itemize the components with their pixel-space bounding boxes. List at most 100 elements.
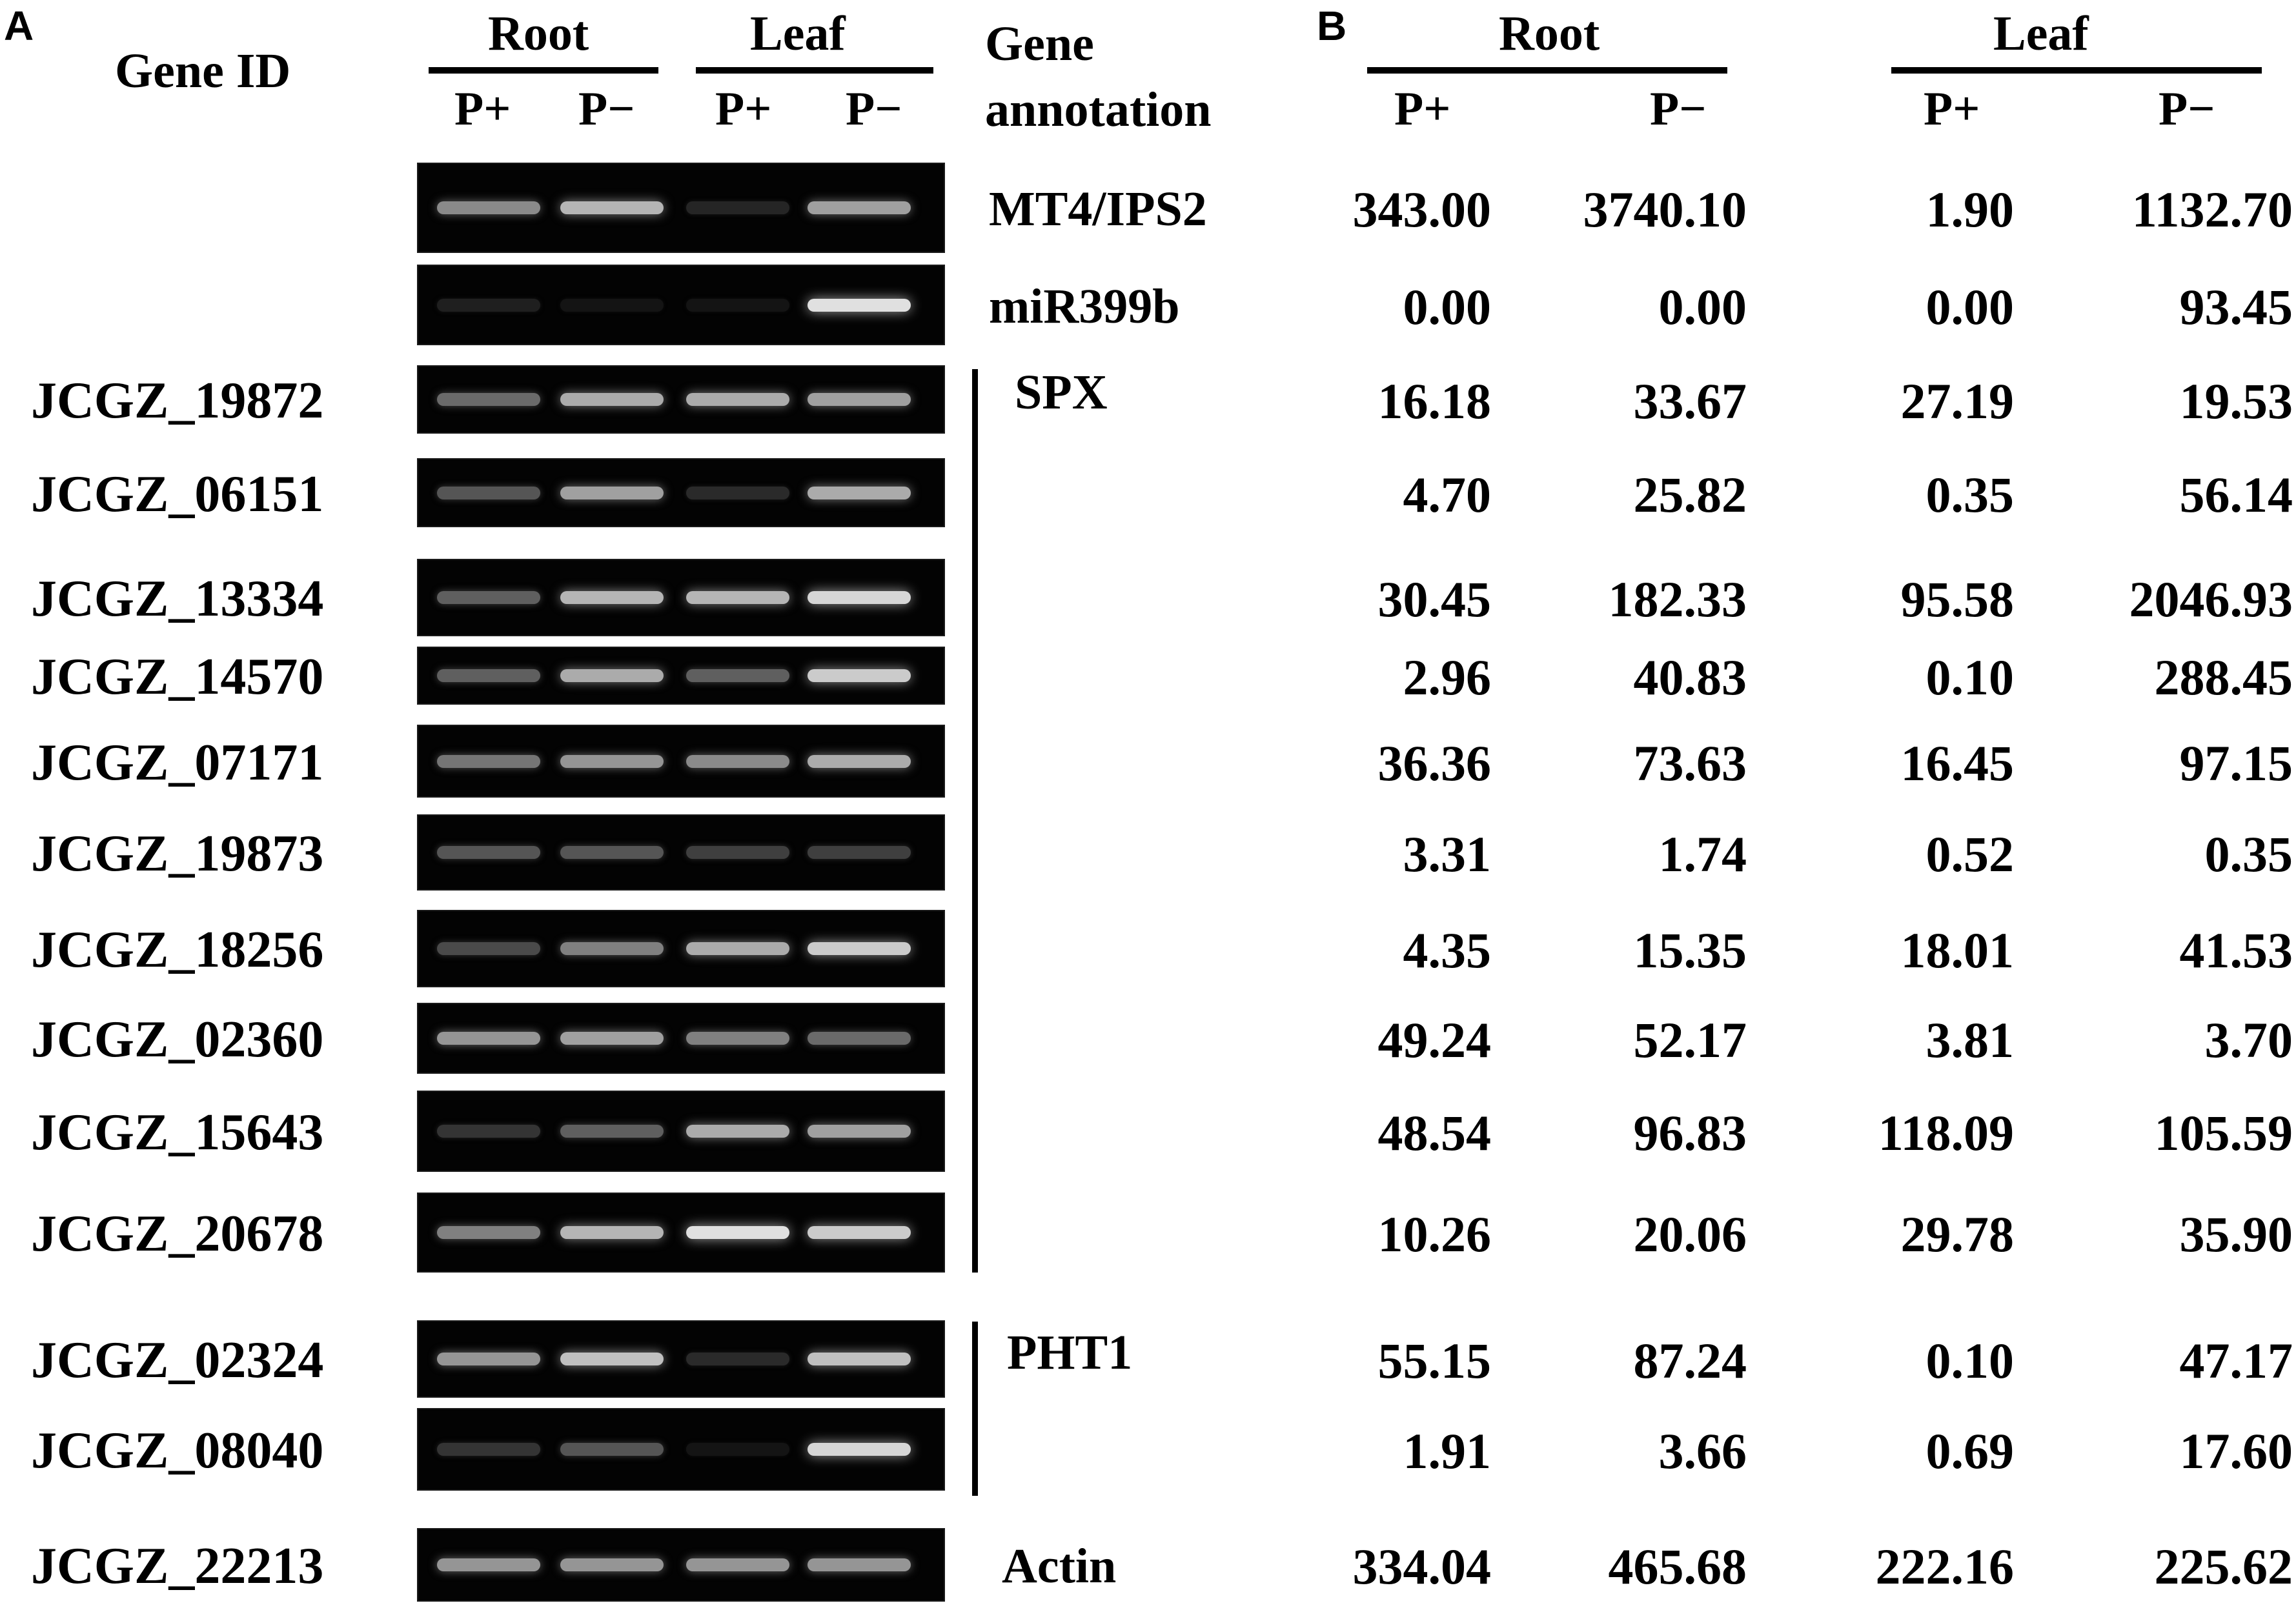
gel-band — [808, 669, 911, 682]
gel-band — [560, 486, 664, 499]
gene-id-header: Gene ID — [115, 44, 291, 98]
panel-b-letter: B — [1317, 3, 1347, 49]
panel-b-leaf-header: Leaf — [1993, 6, 2089, 61]
gel-image-strip — [417, 365, 945, 434]
expression-value: 55.15 — [1377, 1333, 1492, 1389]
gel-band — [560, 298, 664, 312]
expression-value: 40.83 — [1633, 649, 1747, 705]
panel-a-leaf-rule — [696, 67, 933, 74]
expression-value: 15.35 — [1633, 922, 1747, 978]
gel-band — [686, 1125, 789, 1138]
gel-band — [808, 298, 911, 312]
expression-value: 16.18 — [1377, 373, 1492, 429]
gel-band — [808, 754, 911, 768]
expression-value: 3.81 — [1925, 1012, 2015, 1068]
gel-band — [560, 942, 664, 955]
expression-value: 18.01 — [1900, 922, 2015, 978]
gene-id-label: JCGZ_19873 — [31, 825, 324, 882]
gel-band — [808, 486, 911, 499]
gel-image-strip — [417, 814, 945, 891]
gel-band — [686, 298, 789, 312]
gene-annotation-label: Actin — [1002, 1539, 1117, 1593]
gene-annotation-label: MT4/IPS2 — [989, 182, 1207, 236]
expression-value: 3.31 — [1403, 826, 1492, 882]
expression-value: 96.83 — [1633, 1105, 1747, 1161]
expression-value: 0.52 — [1925, 826, 2015, 882]
gel-image-strip — [417, 559, 945, 636]
gel-band — [808, 846, 911, 859]
gel-image-strip — [417, 1193, 945, 1273]
gel-band — [808, 942, 911, 955]
expression-value: 36.36 — [1377, 734, 1492, 791]
gel-band — [560, 846, 664, 859]
expression-value: 0.00 — [1925, 278, 2015, 335]
gene-id-label: JCGZ_15643 — [31, 1104, 324, 1161]
expression-value: 343.00 — [1352, 181, 1492, 237]
expression-value: 17.60 — [2179, 1423, 2293, 1479]
expression-value: 288.45 — [2154, 649, 2293, 705]
gene-id-label: JCGZ_08040 — [31, 1422, 324, 1479]
gel-band — [808, 1032, 911, 1045]
gel-image-strip — [417, 647, 945, 705]
gel-band — [437, 298, 540, 312]
expression-value: 222.16 — [1875, 1538, 2015, 1595]
gene-id-label: JCGZ_02324 — [31, 1332, 324, 1389]
expression-value: 49.24 — [1377, 1012, 1492, 1068]
expression-value: 73.63 — [1633, 734, 1747, 791]
expression-value: 25.82 — [1633, 466, 1747, 523]
expression-value: 16.45 — [1900, 734, 2015, 791]
expression-value: 48.54 — [1377, 1105, 1492, 1161]
gel-band — [437, 393, 540, 406]
gel-band — [686, 1032, 789, 1045]
gel-band — [437, 1353, 540, 1365]
gel-image-strip — [417, 1091, 945, 1172]
expression-value: 1.74 — [1658, 826, 1747, 882]
panel-a-letter: A — [4, 3, 34, 49]
gel-band — [437, 942, 540, 955]
expression-value: 1.91 — [1403, 1423, 1492, 1479]
expression-value: 3.66 — [1658, 1423, 1747, 1479]
gel-band — [686, 1353, 789, 1365]
panel-b-leaf-p-minus: P− — [2159, 83, 2215, 136]
expression-value: 41.53 — [2179, 922, 2293, 978]
gene-id-label: JCGZ_02360 — [31, 1011, 324, 1068]
gel-band — [560, 1032, 664, 1045]
panel-b-root-header: Root — [1499, 6, 1600, 61]
expression-value: 29.78 — [1900, 1206, 2015, 1262]
gene-id-label: JCGZ_06151 — [31, 465, 324, 523]
expression-value: 52.17 — [1633, 1012, 1747, 1068]
expression-value: 27.19 — [1900, 373, 2015, 429]
gel-band — [560, 1353, 664, 1365]
gel-band — [560, 1125, 664, 1138]
gene-id-label: JCGZ_22213 — [31, 1538, 324, 1595]
gel-band — [560, 1558, 664, 1571]
spx-group-label: SPX — [1015, 365, 1108, 419]
gel-band — [686, 846, 789, 859]
gel-image-strip — [417, 458, 945, 527]
gel-band — [808, 1353, 911, 1365]
expression-value: 35.90 — [2179, 1206, 2293, 1262]
gel-band — [808, 1443, 911, 1456]
expression-value: 0.35 — [2204, 826, 2293, 882]
expression-value: 3740.10 — [1583, 181, 1747, 237]
gel-image-strip — [417, 725, 945, 798]
expression-value: 0.69 — [1925, 1423, 2015, 1479]
pht1-group-label: PHT1 — [1007, 1325, 1133, 1380]
gel-band — [437, 1558, 540, 1571]
gel-band — [686, 486, 789, 499]
gel-band — [437, 1443, 540, 1456]
gel-band — [437, 591, 540, 604]
gel-band — [437, 669, 540, 682]
spx-group-bracket — [972, 369, 978, 1273]
gel-band — [808, 201, 911, 214]
expression-value: 87.24 — [1633, 1333, 1747, 1389]
gel-band — [437, 486, 540, 499]
annotation-header-line2: annotation — [985, 83, 1212, 137]
panel-a-leaf-header: Leaf — [750, 6, 846, 61]
expression-value: 30.45 — [1377, 571, 1492, 627]
gel-image-strip — [417, 265, 945, 345]
gene-id-label: JCGZ_19872 — [31, 372, 324, 429]
gel-image-strip — [417, 1408, 945, 1491]
gel-image-strip — [417, 163, 945, 253]
gel-band — [808, 591, 911, 604]
